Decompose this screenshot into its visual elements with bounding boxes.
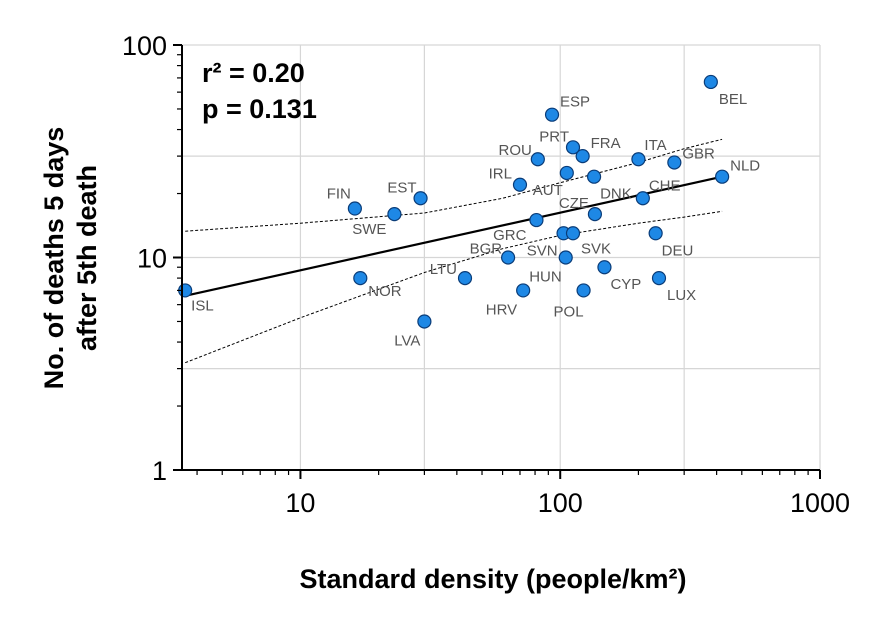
data-point-prt: [565, 140, 581, 155]
point-label-nor: NOR: [368, 283, 402, 300]
data-point-deu: [648, 226, 663, 241]
point-label-est: EST: [387, 179, 416, 196]
point-label-ltu: LTU: [430, 261, 457, 278]
point-label-rou: ROU: [498, 142, 531, 159]
point-label-prt: PRT: [539, 128, 569, 145]
point-label-che: CHE: [649, 177, 681, 194]
x-axis-title: Standard density (people/km²): [299, 564, 686, 594]
point-label-hun: HUN: [529, 269, 562, 286]
point-label-esp: ESP: [560, 94, 590, 111]
data-point-cyp: [597, 260, 612, 275]
data-point-che: [635, 191, 650, 206]
point-label-fra: FRA: [591, 135, 621, 152]
y-axis-title-line1: No. of deaths 5 days: [39, 127, 69, 390]
point-label-hrv: HRV: [486, 301, 517, 318]
data-point-svk: [565, 226, 581, 241]
regression-line: [184, 175, 723, 297]
point-label-irl: IRL: [489, 166, 512, 183]
data-point-ltu: [457, 270, 473, 286]
data-point-rou: [530, 152, 545, 167]
point-label-grc: GRC: [493, 227, 527, 244]
data-point-hun: [558, 250, 573, 265]
axes: [173, 44, 821, 479]
y-tick-label: 100: [122, 31, 167, 61]
tick-labels: 10 100 1000 1 10 100: [122, 31, 850, 518]
y-tick-label: 1: [152, 456, 167, 486]
x-tick-label: 1000: [790, 488, 850, 518]
point-label-svn: SVN: [527, 242, 558, 259]
data-point-nor: [353, 270, 368, 286]
point-label-svk: SVK: [581, 240, 611, 257]
data-point-fra: [575, 149, 590, 164]
data-point-bel: [703, 74, 718, 90]
point-label-fin: FIN: [327, 186, 351, 203]
ci-lower-curve: [185, 210, 723, 364]
point-label-lux: LUX: [667, 287, 696, 304]
data-point-irl: [512, 177, 528, 192]
point-label-dnk: DNK: [600, 186, 632, 203]
point-label-ita: ITA: [644, 137, 666, 154]
data-point-nld: [715, 169, 730, 184]
point-label-bel: BEL: [719, 91, 747, 108]
data-point-hrv: [516, 283, 531, 298]
data-point-pol: [576, 283, 591, 298]
data-point-swe: [387, 207, 402, 222]
x-tick-label: 100: [538, 488, 583, 518]
x-tick-label: 10: [285, 488, 315, 518]
data-point-aut: [559, 165, 574, 181]
point-label-cze: CZE: [559, 195, 589, 212]
point-label-swe: SWE: [352, 221, 386, 238]
data-point-cze: [587, 207, 603, 222]
data-point-gbr: [667, 155, 682, 170]
point-label-lva: LVA: [394, 332, 420, 349]
point-label-gbr: GBR: [682, 145, 715, 162]
r-squared-annotation: r² = 0.20: [202, 58, 305, 88]
p-value-annotation: p = 0.131: [202, 94, 317, 124]
data-point-bgr: [500, 250, 516, 265]
data-point-lva: [417, 314, 432, 329]
point-label-nld: NLD: [730, 158, 760, 175]
point-label-bgr: BGR: [470, 241, 503, 258]
point-label-isl: ISL: [191, 297, 214, 314]
ci-upper-curve: [185, 138, 723, 232]
point-label-pol: POL: [554, 303, 584, 320]
data-point-esp: [544, 107, 560, 122]
data-point-dnk: [586, 169, 602, 184]
y-tick-label: 10: [137, 244, 167, 274]
point-label-cyp: CYP: [610, 276, 641, 293]
y-axis-title-line2: after 5th death: [72, 165, 102, 351]
data-point-ita: [631, 152, 646, 167]
data-point-fin: [347, 201, 362, 216]
data-point-lux: [651, 270, 667, 286]
confidence-band: [185, 138, 723, 364]
data-points: ISL FIN NOR SWE EST LVA LTU BGR IRL HRV GRC ROU ESP S…: [178, 74, 760, 349]
data-point-grc: [529, 212, 544, 228]
point-label-deu: DEU: [662, 242, 694, 259]
point-label-aut: AUT: [533, 182, 563, 199]
regression-line-group: [184, 175, 723, 297]
data-point-est: [413, 191, 428, 206]
